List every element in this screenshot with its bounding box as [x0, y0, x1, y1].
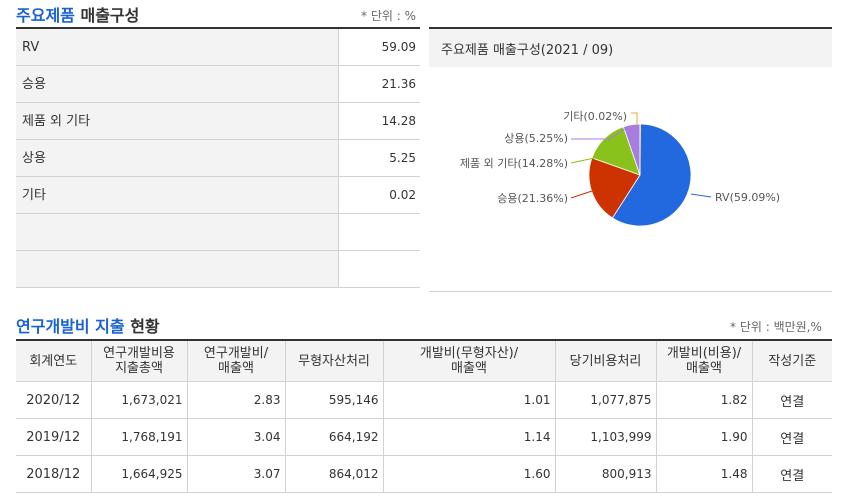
- pie-slice-label: 기타(0.02%): [563, 110, 627, 123]
- rd-header-cell: 연구개발비용 지출총액: [90, 340, 188, 382]
- rd-cell: 1,077,875: [554, 381, 657, 419]
- rd-cell: 연결: [751, 381, 832, 419]
- product-name-cell: 상용: [16, 140, 339, 176]
- table-row: 2020/12 1,673,021 2.83 595,146 1.01 1,077,875…: [16, 381, 832, 419]
- product-name-cell: 기타: [16, 177, 339, 213]
- pie-chart-title: 주요제품 매출구성(2021 / 09): [441, 43, 614, 58]
- rd-header-cell: 개발비(비용)/매출액: [655, 340, 753, 382]
- product-value-cell: 21.36: [381, 77, 416, 91]
- rd-cell: 3.07: [186, 455, 286, 493]
- product-name-cell: [16, 251, 339, 287]
- rd-cell: 1.82: [655, 381, 753, 419]
- product-name-cell: RV: [16, 29, 339, 65]
- rd-table-body: 2020/12 1,673,021 2.83 595,146 1.01 1,077,875…: [16, 381, 832, 493]
- product-row: 기타 0.02: [16, 177, 420, 214]
- product-name-cell: 제품 외 기타: [16, 103, 339, 139]
- rd-header-cell: 작성기준: [751, 340, 832, 382]
- rd-header-text: 연구개발비/: [203, 346, 269, 361]
- product-row: [16, 251, 420, 288]
- product-title-part2: 매출구성: [80, 6, 140, 25]
- rd-cell: 1.90: [655, 418, 753, 456]
- rd-header-cell: 회계연도: [16, 340, 92, 382]
- rd-cell: 2019/12: [16, 418, 92, 456]
- pie-slice-label: RV(59.09%): [715, 191, 780, 204]
- pie-slice-label: 상용(5.25%): [504, 132, 568, 145]
- rd-header-text: 작성기준: [768, 353, 817, 369]
- rd-cell: 1,673,021: [90, 381, 188, 419]
- product-section-title: 주요제품 매출구성: [16, 2, 139, 26]
- rd-cell: 864,012: [284, 455, 384, 493]
- pie-slice-label: 승용(21.36%): [497, 192, 568, 205]
- rd-cell: 3.04: [186, 418, 286, 456]
- product-name-cell: 승용: [16, 66, 339, 102]
- rd-header-text: 연구개발비용: [103, 346, 175, 361]
- rd-header-text: 매출액: [686, 361, 722, 376]
- rd-title-part1: 연구개발비 지출: [16, 317, 125, 336]
- rd-cell: 1.01: [382, 381, 556, 419]
- rd-header-text: 지출총액: [115, 361, 163, 376]
- pie-chart: RV(59.09%) 승용(21.36%) 제품 외 기타(14.28%) 상용(5.…: [460, 110, 780, 227]
- product-row: 제품 외 기타 14.28: [16, 103, 420, 140]
- product-value-cell: 59.09: [381, 40, 416, 54]
- rd-header-text: 당기비용처리: [569, 353, 642, 369]
- product-unit-label: * 단위 : %: [361, 9, 416, 23]
- rd-cell: 연결: [751, 455, 832, 493]
- rd-header-text: 회계연도: [29, 353, 78, 369]
- product-name-cell: [16, 214, 339, 250]
- rd-header-text: 무형자산처리: [298, 353, 370, 369]
- rd-cell: 연결: [751, 418, 832, 456]
- rd-section-title: 연구개발비 지출 현황: [16, 313, 160, 337]
- rd-cell: 2018/12: [16, 455, 92, 493]
- rd-cell: 595,146: [284, 381, 384, 419]
- table-row: 2019/12 1,768,191 3.04 664,192 1.14 1,103,999…: [16, 418, 832, 456]
- product-row: 승용 21.36: [16, 66, 420, 103]
- product-row: [16, 214, 420, 251]
- rd-header-text: 매출액: [451, 361, 487, 376]
- rd-header-cell: 개발비(무형자산)/매출액: [382, 340, 556, 382]
- rd-cell: 1.48: [655, 455, 753, 493]
- rd-header-cell: 연구개발비/매출액: [186, 340, 286, 382]
- rd-header-cell: 당기비용처리: [554, 340, 657, 382]
- rd-unit-label: * 단위 : 백만원,%: [730, 320, 822, 334]
- product-value-cell: 5.25: [389, 151, 416, 165]
- rd-cell: 1.14: [382, 418, 556, 456]
- product-row: RV 59.09: [16, 29, 420, 66]
- pie-slice-label: 제품 외 기타(14.28%): [460, 157, 568, 170]
- rd-table-header-row: 회계연도 연구개발비용 지출총액 연구개발비/매출액 무형자산처리 개발비(무형자산)/매…: [16, 340, 832, 382]
- rd-header-text: 개발비(무형자산)/: [419, 346, 519, 361]
- pie-label-leader: [570, 156, 600, 164]
- rd-title-part2: 현황: [130, 317, 160, 336]
- pie-label-leader: [690, 193, 712, 198]
- rd-table: 회계연도 연구개발비용 지출총액 연구개발비/매출액 무형자산처리 개발비(무형자산)/매…: [16, 339, 832, 493]
- pie-label-leader: [631, 112, 638, 124]
- rd-cell: 2.83: [186, 381, 286, 419]
- pie-chart-header: 주요제품 매출구성(2021 / 09): [429, 29, 832, 67]
- product-table: RV 59.09 승용 21.36 제품 외 기타 14.28 상용 5.25 기타 0.02: [16, 27, 420, 288]
- product-value-cell: 0.02: [389, 188, 416, 202]
- pie-slice: [639, 123, 641, 176]
- product-value-cell: 14.28: [381, 114, 416, 128]
- pie-slice: [611, 123, 692, 227]
- product-row: 상용 5.25: [16, 140, 420, 177]
- rd-header-cell: 무형자산처리: [284, 340, 384, 382]
- rd-header-text: 매출액: [218, 361, 254, 376]
- rd-header-text: 개발비(비용)/: [666, 346, 742, 361]
- rd-cell: 1,664,925: [90, 455, 188, 493]
- table-row: 2018/12 1,664,925 3.07 864,012 1.60 800,913 1.…: [16, 455, 832, 493]
- rd-cell: 2020/12: [16, 381, 92, 419]
- rd-cell: 800,913: [554, 455, 657, 493]
- pie-chart-panel: 주요제품 매출구성(2021 / 09) RV(59.09%) 승용(21.36%…: [429, 27, 832, 292]
- rd-cell: 1.60: [382, 455, 556, 493]
- pie-label-leader: [570, 190, 593, 199]
- rd-cell: 1,103,999: [554, 418, 657, 456]
- rd-cell: 664,192: [284, 418, 384, 456]
- rd-cell: 1,768,191: [90, 418, 188, 456]
- pie-label-leader: [571, 128, 626, 140]
- product-title-part1: 주요제품: [16, 6, 75, 25]
